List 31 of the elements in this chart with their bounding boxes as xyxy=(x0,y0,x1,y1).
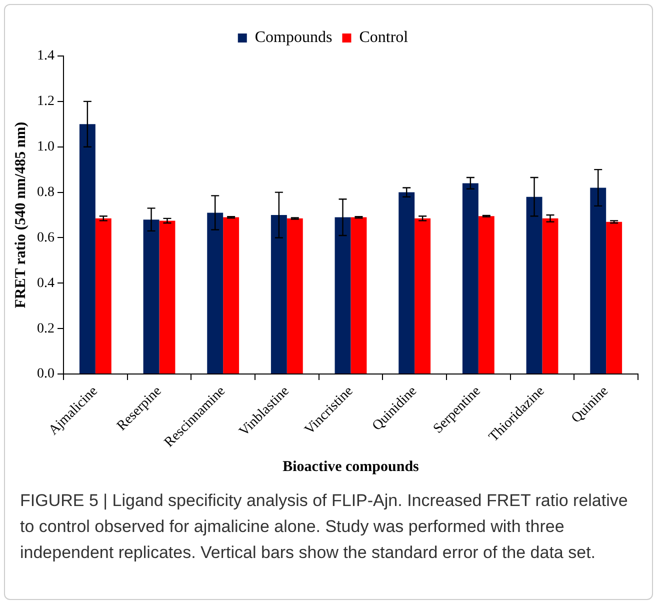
y-tick-label: 0.4 xyxy=(37,276,54,291)
legend-label: Compounds xyxy=(254,29,332,46)
y-tick-label: 0.0 xyxy=(37,366,54,382)
bar xyxy=(414,218,431,374)
bar xyxy=(334,217,351,374)
bar xyxy=(462,183,478,374)
bar xyxy=(159,220,176,374)
bar xyxy=(95,218,112,374)
bar xyxy=(398,192,415,374)
y-tick-label: 0.2 xyxy=(37,321,54,336)
y-tick-label: 0.8 xyxy=(37,184,54,200)
bar xyxy=(270,215,287,374)
bar xyxy=(286,218,303,374)
bar xyxy=(590,188,606,374)
x-axis-title: Bioactive compounds xyxy=(282,458,420,475)
caption: FIGURE 5 | Ligand specificity analysis of FLIP-Ajn. Increased FRET ratio relative to control observed for ajmalicine alone. Study was performed with three independent replicates. Vertical bars show the standard error of the data set. xyxy=(20,490,629,564)
legend-label: Control xyxy=(359,29,409,46)
bar xyxy=(79,124,96,374)
bar xyxy=(207,212,224,374)
bar xyxy=(606,222,622,374)
bar xyxy=(143,220,160,374)
y-tick-label: 0.6 xyxy=(37,230,54,246)
bar xyxy=(526,196,542,374)
y-tick-label: 1.4 xyxy=(37,48,54,64)
y-axis-title: FRET ratio (540 nm/485 nm) xyxy=(12,122,29,308)
bar xyxy=(542,218,558,374)
bar xyxy=(223,217,240,374)
bar xyxy=(478,216,494,374)
y-tick-label: 1.0 xyxy=(37,140,54,155)
bar xyxy=(350,217,367,374)
y-tick-label: 1.2 xyxy=(37,94,54,110)
